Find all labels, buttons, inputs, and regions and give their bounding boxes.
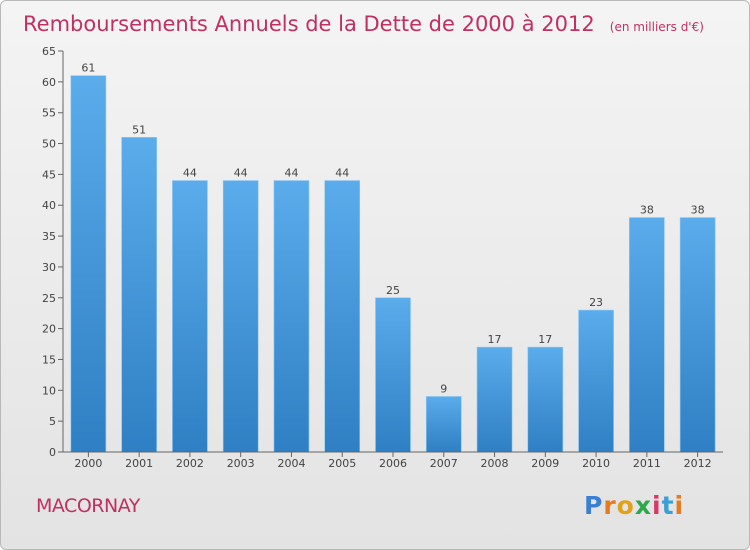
x-tick-label: 2005 [328, 457, 356, 470]
bar-value-label: 61 [81, 62, 95, 75]
commune-name: MACORNAY [36, 495, 140, 517]
y-tick-label: 55 [42, 107, 56, 120]
x-axis-ticks: 2000 2001 2002 2003 2004 2005 2006 2007 2008 2009… [74, 452, 712, 470]
bar-value-label: 44 [183, 167, 197, 180]
x-tick-label: 2004 [277, 457, 305, 470]
y-tick-label: 5 [49, 415, 56, 428]
y-tick-label: 40 [42, 199, 56, 212]
bar-value-label: 44 [335, 167, 349, 180]
logo-letter: r [603, 491, 617, 520]
logo-letter: x [634, 491, 652, 520]
chart-title-main: Remboursements Annuels de la Dette de 20… [23, 12, 595, 36]
y-tick-label: 30 [42, 261, 56, 274]
logo-letter: i [652, 491, 662, 520]
x-tick-label: 2006 [379, 457, 407, 470]
x-tick-label: 2008 [481, 457, 509, 470]
x-tick-label: 2010 [582, 457, 610, 470]
logo-letter: i [674, 491, 685, 520]
bars: 61 51 44 44 44 44 25 9 17 17 23 38 38 [70, 62, 716, 453]
y-tick-label: 20 [42, 323, 56, 336]
chart-title-unit: (en milliers d'€) [610, 20, 704, 34]
x-tick-label: 2000 [74, 457, 102, 470]
bar [629, 217, 665, 453]
y-tick-label: 0 [49, 446, 56, 459]
x-tick-label: 2001 [125, 457, 153, 470]
x-tick-label: 2009 [531, 457, 559, 470]
y-tick-label: 60 [42, 76, 56, 89]
bar-value-label: 9 [440, 382, 447, 395]
bar-value-label: 44 [284, 167, 298, 180]
x-tick-label: 2012 [684, 457, 712, 470]
bar-value-label: 23 [589, 296, 603, 309]
bar [476, 346, 513, 453]
bar [425, 396, 462, 453]
bar [527, 346, 564, 453]
x-tick-label: 2011 [633, 457, 661, 470]
y-axis-ticks: 0 5 10 15 20 25 30 35 40 45 50 55 60 65 [42, 45, 63, 459]
y-tick-label: 25 [42, 292, 56, 305]
bar-value-label: 17 [538, 333, 552, 346]
y-tick-label: 35 [42, 230, 56, 243]
y-tick-label: 10 [42, 384, 56, 397]
x-tick-label: 2003 [227, 457, 255, 470]
chart-title: Remboursements Annuels de la Dette de 20… [23, 12, 704, 36]
bar-value-label: 17 [488, 333, 502, 346]
bar [679, 217, 716, 453]
logo-letter: P [584, 491, 604, 520]
bar [375, 297, 411, 453]
logo-letter: t [661, 491, 675, 520]
bar [222, 180, 259, 453]
bar [172, 180, 208, 453]
bar [324, 180, 361, 453]
y-tick-label: 45 [42, 168, 56, 181]
proxiti-logo: Proxiti [584, 491, 684, 520]
x-tick-label: 2007 [430, 457, 458, 470]
y-tick-label: 50 [42, 138, 56, 151]
x-tick-label: 2002 [176, 457, 204, 470]
logo-letter: o [616, 491, 635, 520]
bar-value-label: 38 [640, 204, 654, 217]
bar [121, 137, 157, 453]
bar-value-label: 51 [132, 123, 146, 136]
bar [70, 75, 107, 453]
bar-value-label: 44 [234, 167, 248, 180]
bar [578, 309, 614, 453]
y-tick-label: 65 [42, 45, 56, 58]
bar-value-label: 25 [386, 284, 400, 297]
bar-value-label: 38 [691, 204, 705, 217]
y-tick-label: 15 [42, 353, 56, 366]
bar [273, 180, 310, 453]
